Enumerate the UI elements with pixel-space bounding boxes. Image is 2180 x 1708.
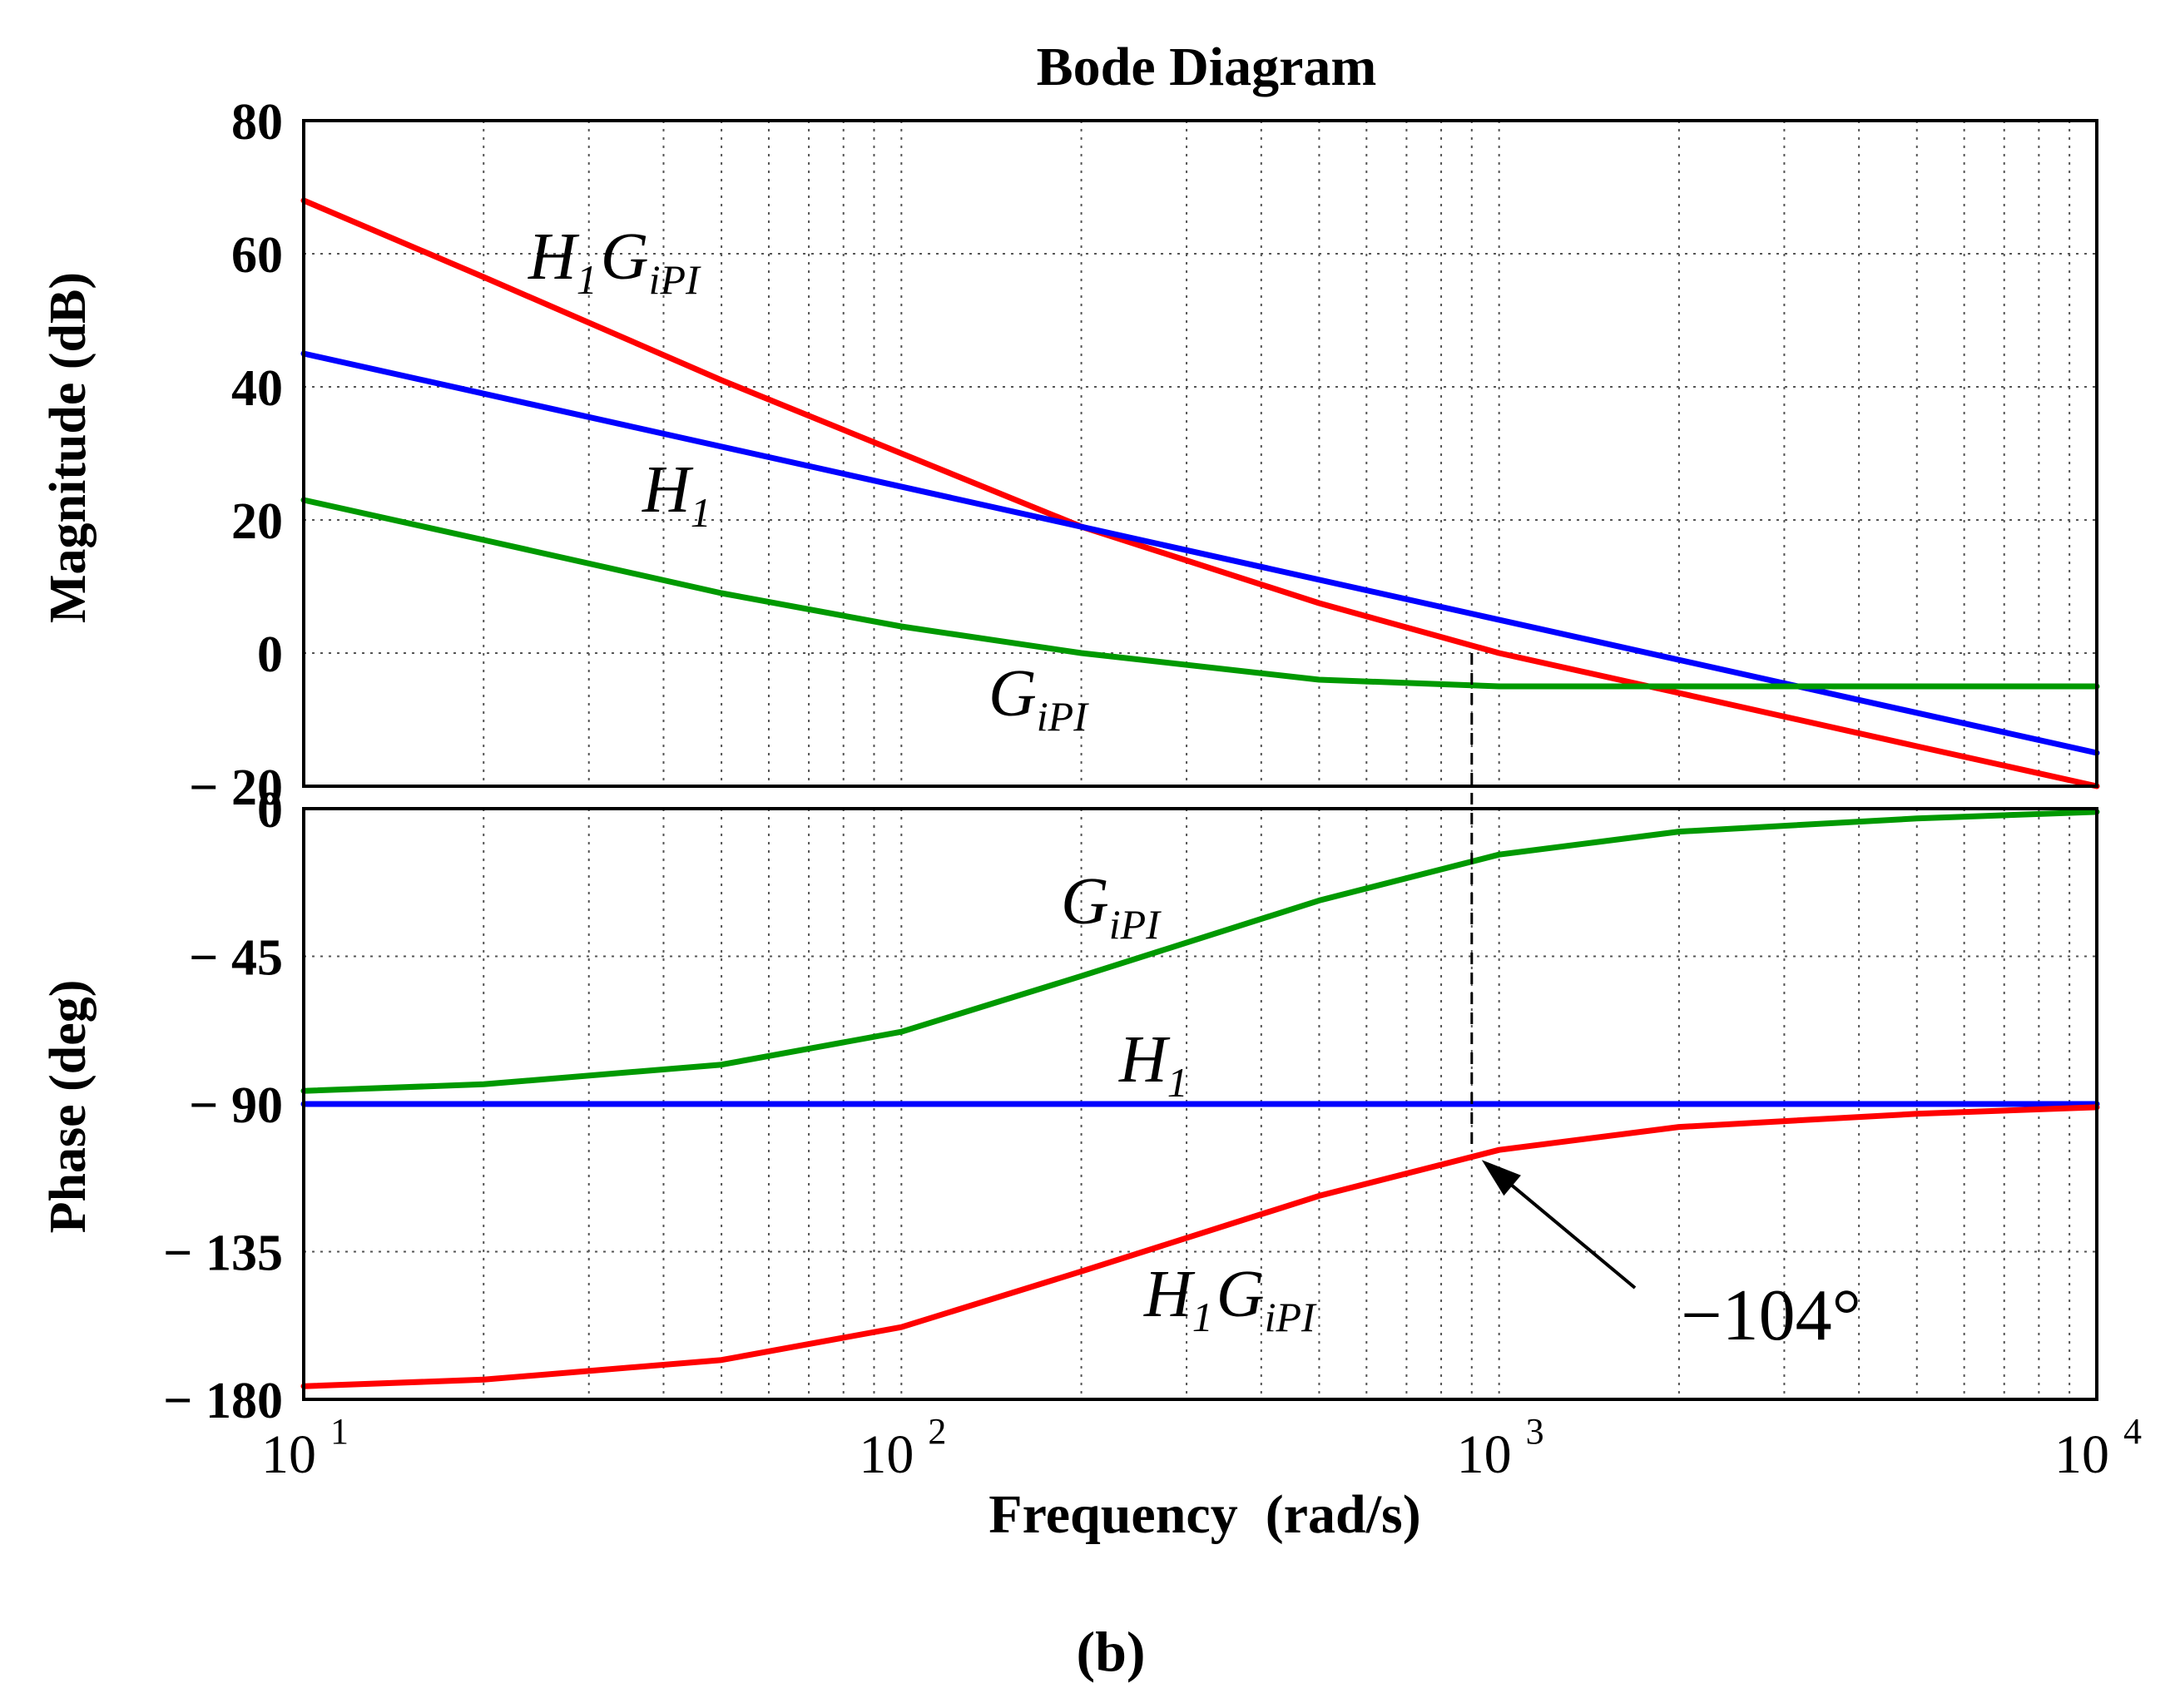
annotation-arrow-head bbox=[1481, 1160, 1521, 1196]
label-h1-magnitude: H1 bbox=[642, 453, 711, 536]
phase-tick-label: − 180 bbox=[163, 1373, 283, 1429]
phase-tick-label: − 45 bbox=[189, 930, 283, 987]
label-h1-phase: H1 bbox=[1118, 1023, 1188, 1106]
magnitude-tick-label: 20 bbox=[231, 493, 283, 550]
phase-tick-labels: 0 − 45 − 90 − 135 − 180 bbox=[163, 782, 283, 1429]
annotation-arrow-shaft bbox=[1492, 1168, 1637, 1290]
x-tick-exponent: 3 bbox=[1526, 1411, 1544, 1452]
magnitude-tick-label: 60 bbox=[231, 227, 283, 284]
x-tick-exponent: 4 bbox=[2123, 1411, 2142, 1452]
x-tick-label: 10 bbox=[2054, 1424, 2109, 1485]
x-tick-exponent: 2 bbox=[928, 1411, 946, 1452]
phase-tick-label: 0 bbox=[257, 782, 283, 839]
magnitude-series bbox=[300, 197, 2100, 790]
x-tick-label: 10 bbox=[1457, 1424, 1512, 1485]
label-h1-gipi-phase: H1GiPI bbox=[1143, 1258, 1317, 1340]
magnitude-tick-label: 0 bbox=[257, 626, 283, 683]
label-gipi-magnitude: GiPI bbox=[988, 657, 1089, 740]
x-tick-label: 10 bbox=[859, 1424, 914, 1485]
magnitude-line-h1gipi bbox=[300, 197, 2100, 790]
magnitude-plot-frame bbox=[302, 119, 2098, 788]
phase-line-gipi bbox=[300, 809, 2100, 1094]
x-tick-labels: 10 1 10 2 10 3 10 4 bbox=[261, 1411, 2142, 1485]
phase-grid bbox=[304, 809, 2097, 1399]
crossover-annotation: −104° bbox=[1470, 653, 1861, 1356]
magnitude-tick-label: 40 bbox=[231, 360, 283, 417]
magnitude-grid bbox=[304, 121, 2097, 786]
magnitude-tick-label: 80 bbox=[231, 94, 283, 151]
figure-caption: (b) bbox=[1076, 1620, 1145, 1683]
x-tick-label: 10 bbox=[261, 1424, 316, 1485]
phase-tick-label: − 90 bbox=[189, 1077, 283, 1134]
label-h1-gipi-magnitude: H1GiPI bbox=[528, 220, 701, 303]
phase-line-h1gipi bbox=[300, 1104, 2100, 1389]
magnitude-line-gipi bbox=[300, 497, 2100, 690]
annotation-text: −104° bbox=[1681, 1275, 1861, 1356]
chart-title: Bode Diagram bbox=[1037, 37, 1377, 97]
magnitude-axis-label: Magnitude (dB) bbox=[40, 272, 97, 623]
label-gipi-phase: GiPI bbox=[1061, 865, 1162, 948]
phase-axis-label: Phase (deg) bbox=[40, 980, 97, 1234]
x-axis-label: Frequency (rad/s) bbox=[988, 1484, 1420, 1545]
phase-tick-label: − 135 bbox=[163, 1225, 283, 1282]
x-tick-exponent: 1 bbox=[330, 1411, 349, 1452]
magnitude-tick-labels: 80 60 40 20 0 − 20 bbox=[189, 94, 283, 816]
magnitude-tick-label: − 20 bbox=[189, 760, 283, 816]
phase-plot-frame bbox=[302, 807, 2098, 1401]
magnitude-line-h1 bbox=[300, 350, 2100, 756]
phase-series bbox=[300, 809, 2100, 1389]
